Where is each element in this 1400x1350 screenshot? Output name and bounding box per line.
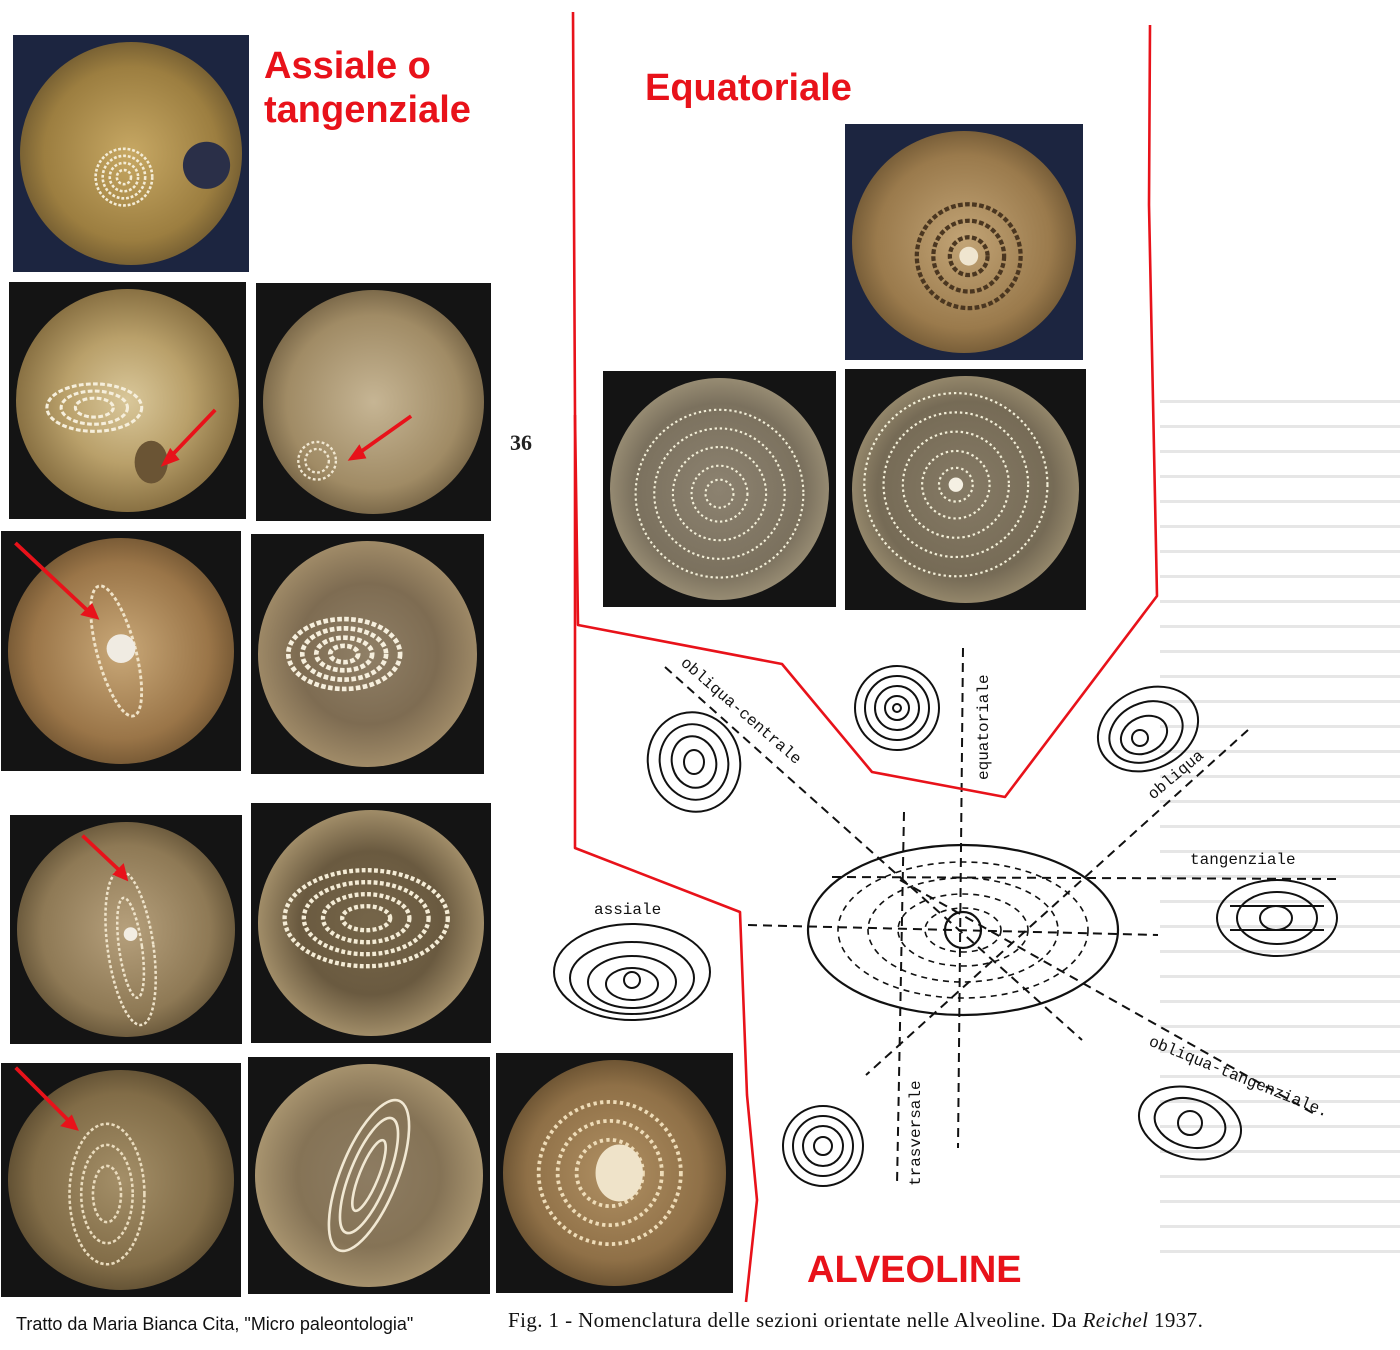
line-tangential: [831, 876, 1339, 880]
micrograph-axial-2: [9, 282, 246, 519]
alveolina-section-rings: [297, 414, 413, 481]
micrograph-axial-1: [13, 35, 249, 272]
micrograph-axial-9: [248, 1057, 490, 1294]
title-alveoline: ALVEOLINE: [807, 1249, 1022, 1291]
figure-caption-text: Fig. 1 - Nomenclatura delle sezioni orie…: [508, 1308, 1083, 1332]
sketch-equatorial: [854, 665, 940, 751]
line-oblique-central: [664, 666, 1083, 1041]
title-axial-tangential: Assiale o tangenziale: [264, 45, 471, 131]
label-equatorial: equatoriale: [975, 674, 993, 780]
alveolina-section-rings: [327, 1098, 411, 1253]
label-tangential: tangenziale: [1190, 851, 1296, 869]
sketch-oblique-tangential: [1137, 1085, 1243, 1161]
micrograph-axial-4: [1, 531, 241, 771]
faded-book-text: [1160, 400, 1400, 1320]
micrograph-field: [258, 810, 484, 1036]
micrograph-axial-7: [251, 803, 491, 1043]
micrograph-field: [257, 541, 477, 767]
central-test-outline: [806, 843, 1120, 1017]
micrograph-axial-5: [251, 534, 484, 774]
micrograph-axial-8: [1, 1063, 241, 1297]
label-oblique-tangential: obliqua-tangenziale.: [1146, 1033, 1331, 1122]
figure-caption: Fig. 1 - Nomenclatura delle sezioni orie…: [508, 1308, 1203, 1333]
sketch-tangential: [1216, 879, 1338, 957]
figure-caption-author: Reichel: [1082, 1308, 1149, 1332]
alveolina-section-rings: [45, 382, 217, 484]
sketch-axial: [553, 923, 711, 1021]
alveolina-section-rings: [14, 541, 144, 718]
label-transverse: trasversale: [907, 1080, 925, 1186]
figure-caption-year: 1937.: [1148, 1308, 1204, 1332]
micrograph-field: [8, 1070, 234, 1290]
source-credit: Tratto da Maria Bianca Cita, "Micro pale…: [16, 1314, 414, 1334]
line-axial: [747, 924, 1159, 936]
page-number: 36: [510, 430, 532, 455]
alveolina-section-rings: [94, 141, 231, 207]
line-transverse: [896, 811, 905, 1186]
line-oblique: [865, 729, 1249, 1076]
line-equatorial: [957, 647, 964, 1149]
micrograph-field: [263, 290, 484, 514]
alveolina-section-rings: [14, 1066, 146, 1266]
micrograph-field: [16, 289, 239, 512]
label-axial: assiale: [594, 901, 661, 919]
alveolina-section-rings: [282, 868, 450, 969]
micrograph-field: [255, 1064, 483, 1287]
sketch-transverse: [782, 1105, 864, 1187]
alveolina-section-rings: [285, 616, 403, 692]
micrograph-axial-6: [10, 815, 242, 1044]
sketch-oblique-central: [646, 711, 742, 813]
alveolina-section-rings: [81, 834, 157, 1027]
micrograph-axial-3: [256, 283, 491, 521]
line-oblique-tangential: [899, 879, 1319, 1117]
